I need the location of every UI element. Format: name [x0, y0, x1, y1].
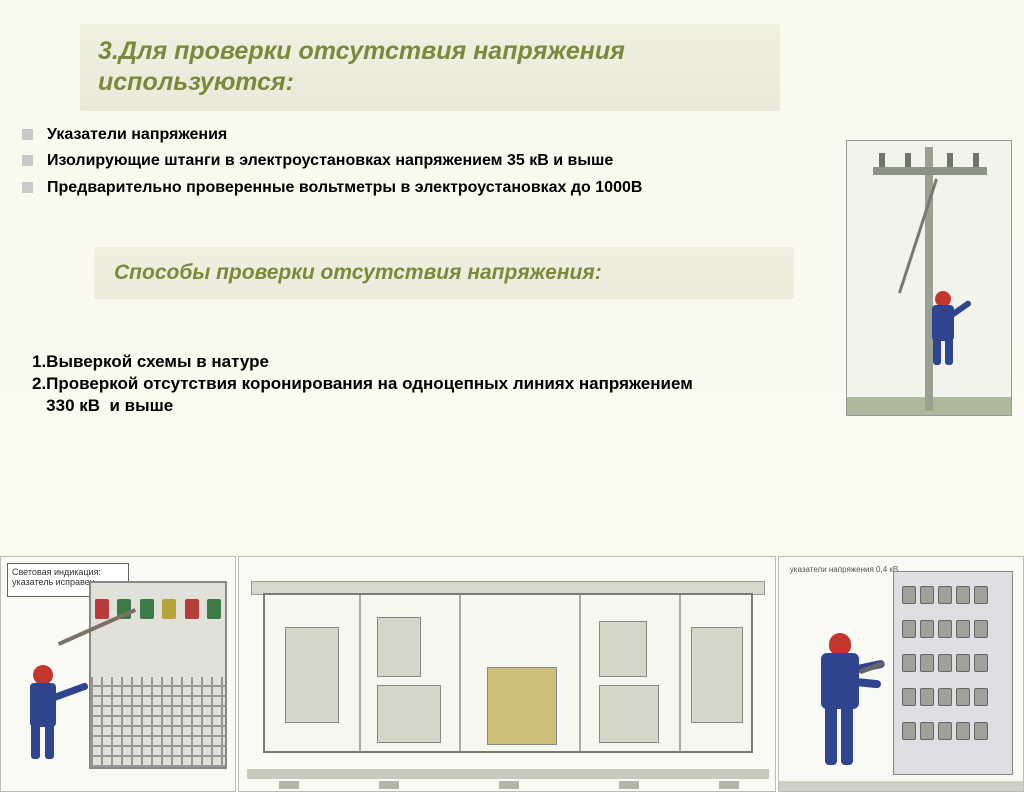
bay-divider: [359, 595, 361, 751]
switch-icon: [974, 586, 988, 604]
torso: [932, 305, 954, 341]
subtitle-block: Способы проверки отсутствия напряжения:: [94, 247, 794, 299]
crossarm: [873, 167, 987, 175]
switch-icon: [974, 620, 988, 638]
leg: [841, 705, 853, 765]
bullet-item: Предварительно проверенные вольтметры в …: [22, 178, 832, 199]
page-title: 3.Для проверки отсутствия напряжения исп…: [98, 36, 762, 99]
helmet-icon: [829, 633, 851, 655]
component-icon: [207, 599, 221, 619]
switch-row: [900, 654, 1008, 674]
panel-label: указатели напряжения 0,4 кВ: [789, 565, 899, 579]
switch-icon: [920, 654, 934, 672]
panel-voltage-indicator: Световая индикация: указатель исправен: [0, 556, 236, 792]
methods-block: 1.Выверкой схемы в натуре 2.Проверкой от…: [32, 351, 832, 417]
insulator-icon: [947, 153, 953, 167]
support-icon: [379, 781, 399, 789]
method-line: 1.Выверкой схемы в натуре: [32, 351, 832, 373]
switch-icon: [938, 620, 952, 638]
bullet-text: Указатели напряжения: [47, 125, 227, 146]
switch-icon: [920, 722, 934, 740]
switch-row: [900, 688, 1008, 708]
equipment-icon: [377, 617, 421, 677]
insulator-icon: [905, 153, 911, 167]
component-icon: [162, 599, 176, 619]
switch-icon: [974, 722, 988, 740]
equipment-icon: [285, 627, 339, 723]
switch-icon: [974, 654, 988, 672]
switch-icon: [902, 654, 916, 672]
switch-icon: [938, 722, 952, 740]
equipment-icon: [691, 627, 743, 723]
switch-icon: [938, 688, 952, 706]
bullet-item: Изолирующие штанги в электроустановках н…: [22, 151, 832, 172]
leg: [45, 723, 54, 759]
bullet-icon: [22, 155, 33, 166]
equipment-icon: [599, 685, 659, 743]
bullet-text: Предварительно проверенные вольтметры в …: [47, 178, 642, 199]
leg: [933, 337, 941, 365]
switch-icon: [920, 586, 934, 604]
bay-divider: [679, 595, 681, 751]
ground: [779, 781, 1023, 791]
bullet-list: Указатели напряжения Изолирующие штанги …: [22, 125, 832, 199]
title-block: 3.Для проверки отсутствия напряжения исп…: [80, 24, 780, 111]
switch-icon: [902, 586, 916, 604]
transformer-icon: [487, 667, 557, 745]
bullet-icon: [22, 182, 33, 193]
bay-divider: [579, 595, 581, 751]
equipment-icon: [599, 621, 647, 677]
switch-icon: [974, 688, 988, 706]
switch-icon: [956, 654, 970, 672]
switch-icon: [956, 586, 970, 604]
subtitle-text: Способы проверки отсутствия напряжения:: [114, 261, 774, 285]
method-line: 330 кВ и выше: [32, 395, 832, 417]
method-line: 2.Проверкой отсутствия коронирования на …: [32, 373, 832, 395]
leg: [945, 337, 953, 365]
switchboard: [893, 571, 1013, 775]
torso: [30, 683, 56, 727]
bay-divider: [459, 595, 461, 751]
insulator-icon: [973, 153, 979, 167]
helmet-icon: [33, 665, 53, 685]
equipment-icon: [377, 685, 441, 743]
switch-icon: [902, 722, 916, 740]
bullet-item: Указатели напряжения: [22, 125, 832, 146]
switch-icon: [938, 654, 952, 672]
switch-icon: [938, 586, 952, 604]
switch-row: [900, 586, 1008, 606]
switch-row: [900, 722, 1008, 742]
mesh-grille: [91, 677, 225, 767]
switch-icon: [956, 620, 970, 638]
switch-icon: [956, 688, 970, 706]
component-icon: [140, 599, 154, 619]
support-icon: [619, 781, 639, 789]
panel-substation-diagram: [238, 556, 776, 792]
switch-icon: [920, 620, 934, 638]
panel-switchboard-check: указатели напряжения 0,4 кВ: [778, 556, 1024, 792]
support-icon: [719, 781, 739, 789]
insulator-icon: [879, 153, 885, 167]
switch-icon: [956, 722, 970, 740]
component-icon: [95, 599, 109, 619]
switch-icon: [902, 620, 916, 638]
base: [247, 769, 769, 779]
bullet-icon: [22, 129, 33, 140]
component-icon: [185, 599, 199, 619]
support-icon: [499, 781, 519, 789]
bullet-text: Изолирующие штанги в электроустановках н…: [47, 151, 613, 172]
switch-icon: [902, 688, 916, 706]
pole-climber-illustration: [846, 140, 1012, 416]
support-icon: [279, 781, 299, 789]
switch-icon: [920, 688, 934, 706]
switch-row: [900, 620, 1008, 640]
leg: [31, 723, 40, 759]
bottom-illustration-strip: Световая индикация: указатель исправен: [0, 556, 1024, 792]
leg: [825, 705, 837, 765]
